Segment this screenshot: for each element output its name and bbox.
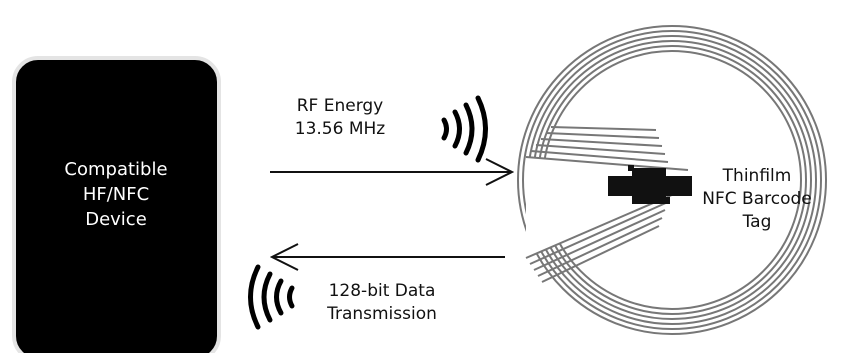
rf-energy-line-1: RF Energy (296, 96, 384, 116)
rf-wave-icon (441, 95, 488, 163)
tag-label-line-1: Thinfilm (722, 166, 792, 186)
data-transmission-line-2: Transmission (327, 304, 437, 324)
device-box (12, 56, 221, 353)
data-transmission-line-1: 128-bit Data (328, 281, 436, 301)
coil-upper-traces (525, 126, 689, 171)
device-label-line-3: Device (85, 209, 147, 230)
nfc-tag-coil (517, 25, 827, 335)
device-label-line-2: HF/NFC (82, 184, 150, 205)
tag-label-line-3: Tag (742, 212, 772, 232)
data-wave-icon (248, 264, 295, 330)
tag-label: Thinfilm NFC Barcode Tag (687, 165, 827, 234)
data-transmission-label: 128-bit Data Transmission (313, 280, 451, 326)
rf-energy-line-2: 13.56 MHz (294, 119, 386, 139)
device-label-line-1: Compatible (64, 159, 168, 180)
tag-chip (608, 165, 692, 204)
device-label: Compatible HF/NFC Device (22, 157, 210, 232)
tag-label-line-2: NFC Barcode (702, 189, 812, 209)
rf-energy-label: RF Energy 13.56 MHz (282, 95, 398, 141)
